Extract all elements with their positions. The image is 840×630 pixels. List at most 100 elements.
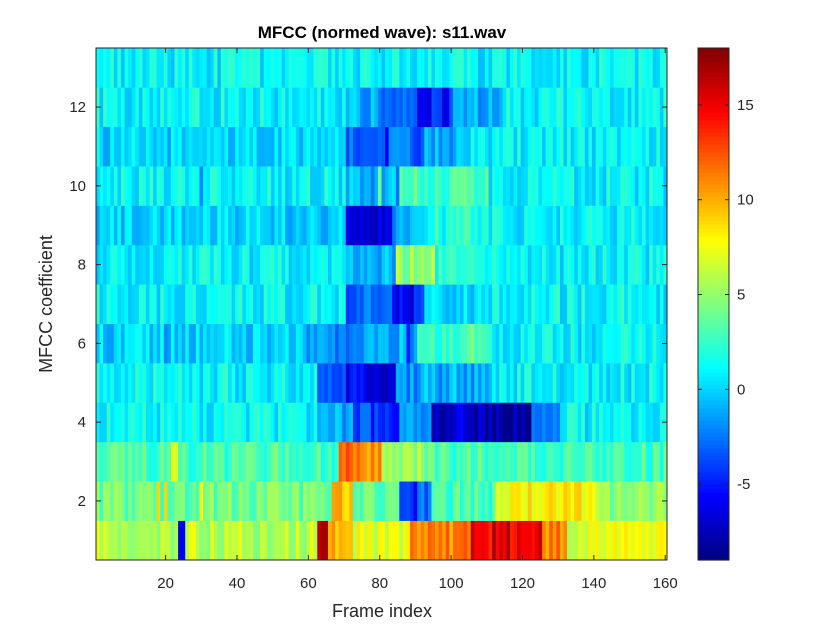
heatmap-cell [320, 402, 325, 443]
heatmap-cell [167, 48, 172, 88]
heatmap-cell [634, 284, 639, 324]
heatmap-cell [363, 520, 368, 561]
heatmap-cell [460, 126, 464, 167]
heatmap-cell [181, 441, 186, 482]
heatmap-cell [470, 166, 475, 206]
colorbar-band [698, 540, 729, 545]
heatmap-cell [263, 48, 268, 88]
heatmap-cell [170, 323, 175, 364]
heatmap-cell [556, 284, 561, 324]
heatmap-cell [242, 323, 247, 364]
heatmap-cell [278, 441, 282, 482]
heatmap-cell [502, 441, 507, 482]
heatmap-cell [534, 48, 539, 88]
colorbar-band [698, 444, 729, 449]
heatmap-cell [210, 323, 215, 364]
heatmap-cell [481, 244, 486, 285]
heatmap-cell [167, 363, 172, 403]
heatmap-cell [370, 323, 375, 364]
heatmap-cell [656, 520, 661, 561]
heatmap-cell [513, 48, 518, 88]
heatmap-cell [499, 402, 504, 443]
heatmap-cell [128, 481, 133, 521]
heatmap-cell [217, 441, 222, 482]
colorbar-band [698, 160, 729, 165]
heatmap-cell [288, 284, 293, 324]
heatmap-cell [477, 244, 482, 285]
heatmap-cell [153, 481, 158, 521]
heatmap-cell [263, 481, 268, 521]
heatmap-cell [556, 363, 561, 403]
heatmap-cell [406, 363, 411, 403]
heatmap-cell [263, 244, 268, 285]
heatmap-cell [295, 205, 300, 246]
heatmap-cell [342, 87, 347, 128]
heatmap-cell [285, 323, 290, 364]
heatmap-cell [195, 441, 200, 482]
heatmap-cell [552, 323, 557, 364]
colorbar-band [698, 244, 729, 249]
heatmap-cell [609, 363, 614, 403]
heatmap-cell [663, 48, 668, 88]
heatmap-cell [281, 481, 286, 521]
heatmap-cell [420, 520, 425, 561]
heatmap-cell [238, 244, 243, 285]
heatmap-cell [427, 481, 432, 521]
heatmap-cell [210, 166, 215, 206]
colorbar-band [698, 240, 729, 245]
heatmap-cell [445, 284, 450, 324]
colorbar-band [698, 80, 729, 85]
heatmap-cell [238, 205, 243, 246]
heatmap-cell [617, 520, 622, 561]
heatmap-cell [634, 48, 639, 88]
heatmap-cell [156, 205, 161, 246]
heatmap-cell [263, 126, 268, 167]
heatmap-cell [584, 48, 589, 88]
heatmap-cell [195, 323, 200, 364]
heatmap-cell [253, 441, 257, 482]
colorbar-band [698, 480, 729, 485]
heatmap-cell [281, 87, 286, 128]
heatmap-cell [645, 402, 650, 443]
heatmap-cell [477, 87, 482, 128]
heatmap-cell [295, 441, 300, 482]
heatmap-cell [99, 363, 104, 403]
heatmap-cell [520, 87, 525, 128]
heatmap-cell [381, 441, 386, 482]
heatmap-cell [117, 363, 122, 403]
heatmap-cell [149, 284, 154, 324]
heatmap-cell [235, 402, 240, 443]
heatmap-cell [559, 48, 564, 88]
heatmap-cell [410, 87, 415, 128]
heatmap-cell [488, 520, 493, 561]
heatmap-cell [445, 402, 450, 443]
heatmap-cell [474, 166, 479, 206]
heatmap-cell [424, 363, 429, 403]
heatmap-cell [213, 87, 218, 128]
heatmap-cell [342, 126, 347, 167]
heatmap-cell [627, 205, 632, 246]
heatmap-cell [385, 205, 390, 246]
heatmap-cell [395, 402, 400, 443]
heatmap-cell [110, 87, 115, 128]
colorbar-band [698, 172, 729, 177]
heatmap-image [96, 48, 668, 561]
heatmap-cell [327, 205, 332, 246]
heatmap-cell [563, 402, 568, 443]
heatmap-cell [156, 48, 161, 88]
heatmap-cell [438, 87, 443, 128]
heatmap-cell [452, 363, 457, 403]
heatmap-cell [274, 520, 279, 561]
heatmap-cell [613, 205, 618, 246]
heatmap-cell [324, 323, 329, 364]
heatmap-cell [620, 284, 625, 324]
heatmap-cell [456, 205, 461, 246]
heatmap-cell [556, 205, 561, 246]
heatmap-cell [385, 244, 390, 285]
heatmap-cell [645, 205, 650, 246]
heatmap-cell [295, 402, 300, 443]
heatmap-cell [584, 244, 589, 285]
heatmap-cell [178, 481, 183, 521]
heatmap-cell [249, 441, 254, 482]
